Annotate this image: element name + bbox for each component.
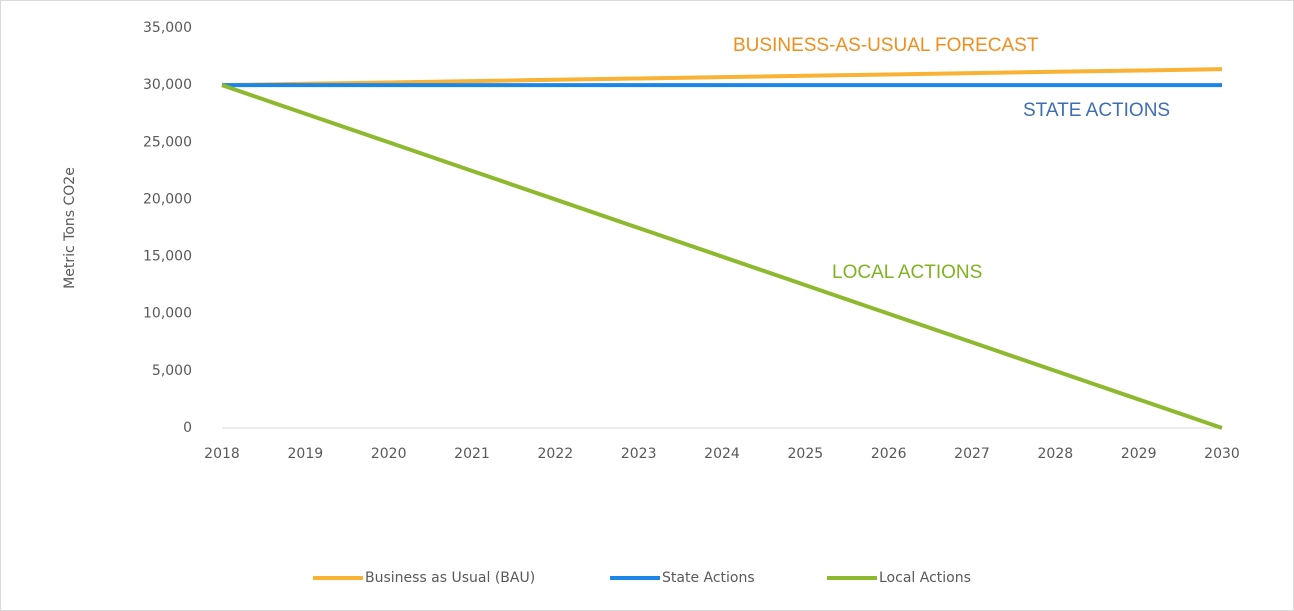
x-tick-label: 2019: [288, 446, 324, 462]
series-line: [221, 67, 1223, 88]
y-tick-label: 15,000: [143, 249, 192, 265]
x-tick-label: 2018: [204, 446, 240, 462]
y-tick-label: 35,000: [143, 20, 192, 36]
x-tick-label: 2026: [871, 446, 907, 462]
legend-label: Local Actions: [879, 570, 971, 586]
legend-label: State Actions: [662, 570, 755, 586]
x-tick-label: 2027: [954, 446, 990, 462]
annotation: LOCAL ACTIONS: [832, 262, 982, 283]
x-tick-label: 2023: [621, 446, 657, 462]
x-tick-label: 2028: [1038, 446, 1074, 462]
y-axis-title: Metric Tons CO2e: [62, 167, 78, 289]
y-tick-label: 20,000: [143, 191, 192, 207]
y-tick-label: 5,000: [152, 363, 192, 379]
y-tick-label: 30,000: [143, 77, 192, 93]
y-tick-label: 10,000: [143, 306, 192, 322]
x-tick-label: 2029: [1121, 446, 1157, 462]
x-tick-label: 2021: [454, 446, 490, 462]
y-tick-label: 25,000: [143, 134, 192, 150]
x-tick-label: 2025: [788, 446, 824, 462]
annotation: BUSINESS-AS-USUAL FORECAST: [733, 35, 1039, 56]
y-tick-label: 0: [183, 420, 192, 436]
legend-label: Business as Usual (BAU): [365, 570, 535, 586]
series-line: [221, 83, 1223, 430]
x-tick-label: 2024: [704, 446, 740, 462]
annotation: STATE ACTIONS: [1023, 100, 1170, 121]
x-tick-label: 2030: [1204, 446, 1240, 462]
x-tick-label: 2022: [538, 446, 574, 462]
x-tick-label: 2020: [371, 446, 407, 462]
